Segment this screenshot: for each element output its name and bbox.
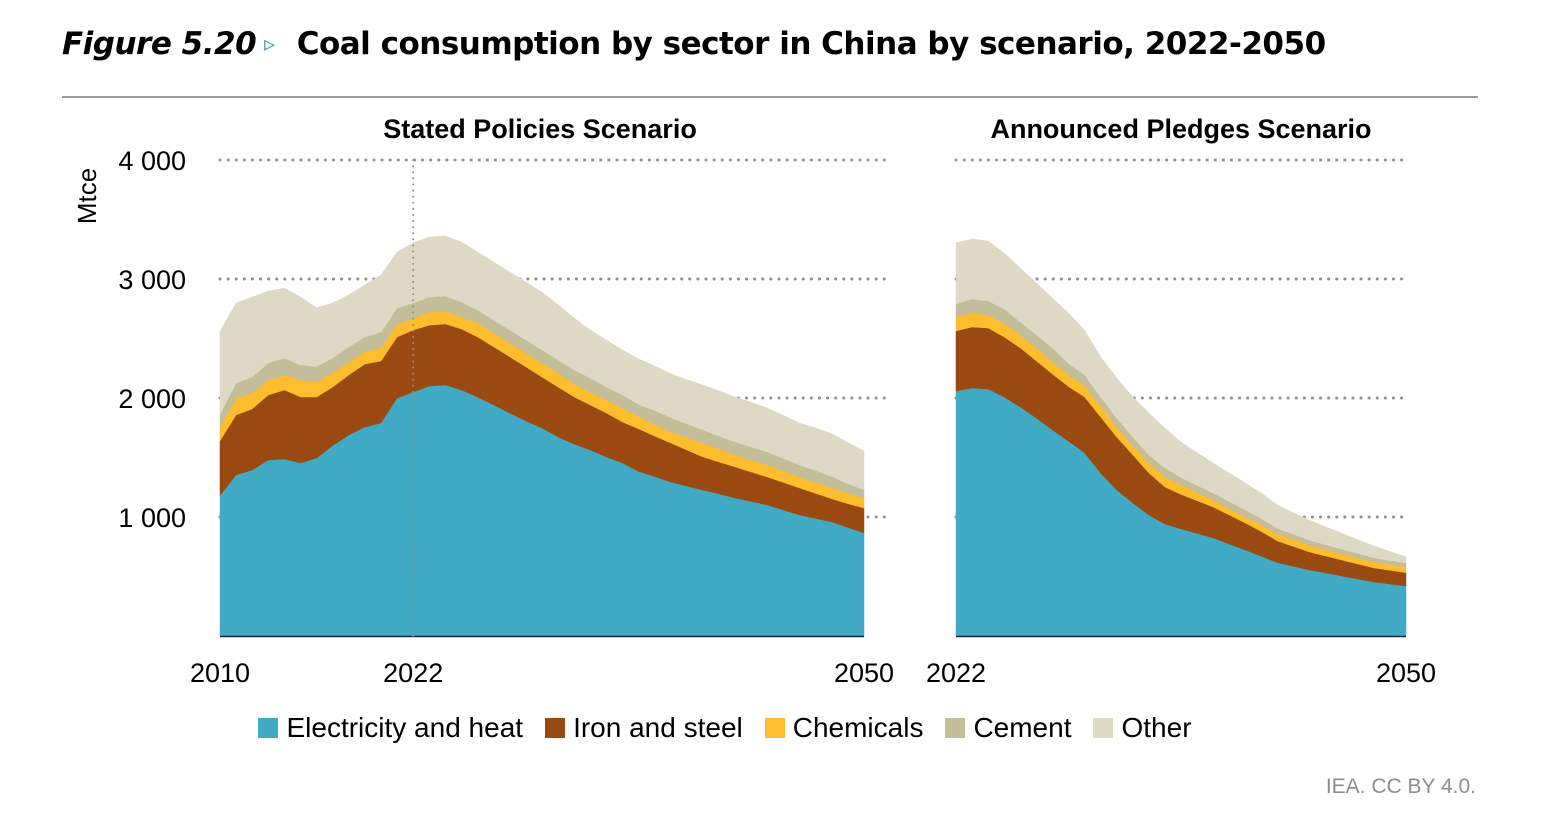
area-other <box>219 235 865 491</box>
legend-swatch <box>1093 718 1114 738</box>
panel-title-aps: Announced Pledges Scenario <box>990 114 1371 144</box>
panel-stated-policies: Stated Policies Scenario 2010 2022 2050 1 0… <box>118 114 894 688</box>
legend-swatch <box>764 718 785 738</box>
x-tick-label: 2050 <box>1376 658 1436 688</box>
triangle-arrow-icon: ▹ <box>264 32 275 57</box>
panel-title-steps: Stated Policies Scenario <box>383 114 697 144</box>
legend-swatch <box>258 718 279 738</box>
x-tick-label: 2010 <box>190 658 250 688</box>
legend-swatch <box>545 718 566 738</box>
x-tick-label: 2050 <box>834 658 894 688</box>
legend-item: Electricity and heat <box>258 712 523 744</box>
y-tick-label: 3 000 <box>118 265 186 295</box>
legend-swatch <box>945 718 966 738</box>
y-tick-label: 4 000 <box>118 146 186 176</box>
legend: Electricity and heat Iron and steel Chemic… <box>0 708 1550 748</box>
legend-label: Electricity and heat <box>286 712 524 743</box>
figure-title-text: Coal consumption by sector in China by s… <box>296 26 1326 62</box>
y-axis-label: Mtce <box>72 168 102 224</box>
legend-label: Iron and steel <box>573 712 743 743</box>
area-other <box>955 238 1407 564</box>
credit-text: IEA. CC BY 4.0. <box>1325 775 1476 798</box>
figure-title: Figure 5.20 ▹ Coal consumption by sector i… <box>62 26 1326 62</box>
y-tick-label: 2 000 <box>118 384 186 414</box>
legend-item: Cement <box>945 712 1071 744</box>
x-tick-label: 2022 <box>926 658 986 688</box>
legend-label: Chemicals <box>792 712 924 743</box>
x-tick-label: 2022 <box>383 658 443 688</box>
legend-label: Other <box>1121 712 1192 743</box>
y-tick-label: 1 000 <box>118 503 186 533</box>
legend-item: Chemicals <box>764 712 924 744</box>
legend-item: Other <box>1093 712 1192 744</box>
panel-announced-pledges: Announced Pledges Scenario 2022 2050 <box>926 114 1436 688</box>
legend-item: Iron and steel <box>545 712 743 744</box>
legend-label: Cement <box>973 712 1072 743</box>
title-divider <box>62 96 1478 98</box>
figure-number: Figure 5.20 <box>62 26 257 62</box>
